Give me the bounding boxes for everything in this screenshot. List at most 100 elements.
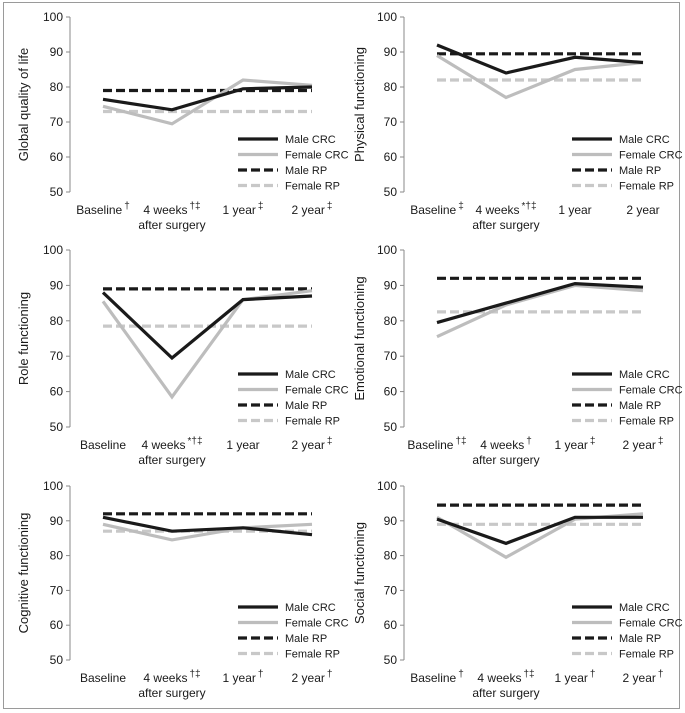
y-tick-label: 100 (377, 10, 397, 24)
x-tick-label: 1 year (558, 203, 591, 217)
x-tick-label: 1 year † (555, 669, 596, 685)
chart-panel-4: 50 60 70 80 90 100 Emotional functioning Baseli… (352, 243, 683, 467)
y-tick-label: 50 (50, 185, 64, 199)
x-tick-text: 4 weeks (141, 438, 185, 452)
x-tick-text: 2 year (623, 438, 656, 452)
series-line-female-crc (102, 78, 313, 126)
y-tick-label: 100 (43, 243, 63, 257)
x-axis-title: after surgery (472, 218, 539, 232)
legend-label: Female RP (619, 181, 674, 193)
x-tick-label: 2 year † (292, 669, 333, 685)
x-tick-mark: † (590, 669, 596, 680)
legend-label: Female RP (285, 649, 340, 661)
x-tick-mark: † (658, 669, 664, 680)
x-tick-mark: ‡ (327, 201, 333, 212)
x-tick-text: Baseline (410, 203, 456, 217)
x-tick-mark: ‡ (590, 436, 596, 447)
legend-label: Female CRC (285, 385, 349, 397)
x-tick-text: 2 year (623, 671, 656, 685)
x-tick-label: 1 year ‡ (223, 201, 264, 217)
y-tick-label: 70 (50, 349, 64, 363)
x-tick-mark: † (458, 669, 464, 680)
y-tick-label: 50 (50, 653, 64, 667)
legend-label: Male CRC (285, 134, 336, 146)
x-axis-title: after surgery (138, 453, 205, 467)
figure-frame (3, 2, 680, 709)
x-tick-label: Baseline (80, 438, 126, 452)
x-axis-title: after surgery (138, 218, 205, 232)
x-tick-text: 4 weeks (143, 671, 187, 685)
y-tick-label: 60 (50, 385, 64, 399)
x-tick-mark: *†‡ (522, 201, 537, 212)
series-line-male-crc (436, 43, 644, 75)
y-axis-title: Global quality of life (16, 48, 31, 161)
x-tick-label: 1 year (226, 438, 259, 452)
y-tick-label: 90 (50, 278, 64, 292)
legend-label: Female CRC (619, 618, 683, 630)
x-tick-label: 2 year ‡ (292, 436, 333, 452)
x-tick-mark: ‡ (658, 436, 664, 447)
legend-label: Male CRC (285, 369, 336, 381)
x-tick-mark: ‡ (327, 436, 333, 447)
x-tick-label: 4 weeks †‡ (143, 201, 200, 217)
legend-label: Female CRC (619, 150, 683, 162)
x-tick-text: 4 weeks (475, 203, 519, 217)
y-tick-label: 90 (50, 514, 64, 528)
x-tick-label: 2 year † (623, 669, 664, 685)
x-tick-text: 2 year (626, 203, 659, 217)
y-tick-label: 80 (50, 549, 64, 563)
y-axis-title: Physical functioning (352, 47, 367, 162)
x-tick-text: Baseline (80, 671, 126, 685)
legend-label: Female RP (285, 416, 340, 428)
y-tick-label: 50 (384, 420, 398, 434)
x-tick-text: 1 year (226, 438, 259, 452)
x-tick-mark: †‡ (455, 436, 466, 447)
x-tick-text: 4 weeks (480, 438, 524, 452)
x-tick-text: 1 year (555, 438, 588, 452)
legend-label: Male RP (619, 165, 661, 177)
x-tick-label: Baseline †‡ (407, 436, 466, 452)
x-tick-text: 2 year (292, 671, 325, 685)
x-tick-mark: † (327, 669, 333, 680)
y-tick-label: 100 (43, 479, 63, 493)
x-tick-label: Baseline (80, 671, 126, 685)
x-tick-mark: †‡ (523, 669, 534, 680)
y-tick-label: 70 (50, 583, 64, 597)
x-tick-text: 1 year (223, 203, 256, 217)
x-tick-mark: †‡ (189, 201, 200, 212)
y-tick-label: 50 (50, 420, 64, 434)
x-tick-label: 1 year ‡ (555, 436, 596, 452)
y-tick-label: 60 (384, 618, 398, 632)
series-line-male-crc (436, 515, 643, 546)
y-tick-label: 60 (50, 150, 64, 164)
x-tick-text: 4 weeks (143, 203, 187, 217)
x-tick-mark: ‡ (258, 201, 264, 212)
legend-label: Female RP (619, 649, 674, 661)
x-tick-text: 2 year (292, 203, 325, 217)
series-line-female-crc (436, 512, 644, 560)
x-tick-label: 4 weeks †‡ (143, 669, 200, 685)
x-tick-label: 2 year (626, 203, 659, 217)
legend-label: Male RP (285, 400, 327, 412)
x-tick-label: 4 weeks †‡ (477, 669, 534, 685)
y-tick-label: 60 (50, 618, 64, 632)
y-axis-title: Emotional functioning (352, 276, 367, 400)
legend-label: Male RP (285, 165, 327, 177)
y-tick-label: 70 (50, 115, 64, 129)
legend-label: Female CRC (285, 618, 349, 630)
x-tick-label: 2 year ‡ (292, 201, 333, 217)
y-tick-label: 90 (384, 45, 398, 59)
chart-panel-1: 50 60 70 80 90 100 Global quality of life Basel… (16, 10, 349, 232)
x-tick-label: 2 year ‡ (623, 436, 664, 452)
legend-label: Female CRC (285, 150, 349, 162)
chart-panel-3: 50 60 70 80 90 100 Role functioning Baseline 4 w… (16, 243, 349, 467)
y-tick-label: 90 (384, 278, 398, 292)
y-tick-label: 80 (384, 549, 398, 563)
series-line-female-crc (436, 54, 644, 100)
y-tick-label: 50 (384, 653, 398, 667)
y-tick-label: 50 (384, 185, 398, 199)
series-line-female-crc (436, 283, 644, 339)
chart-panel-5: 50 60 70 80 90 100 Cognitive functioning Baseli… (16, 479, 349, 700)
